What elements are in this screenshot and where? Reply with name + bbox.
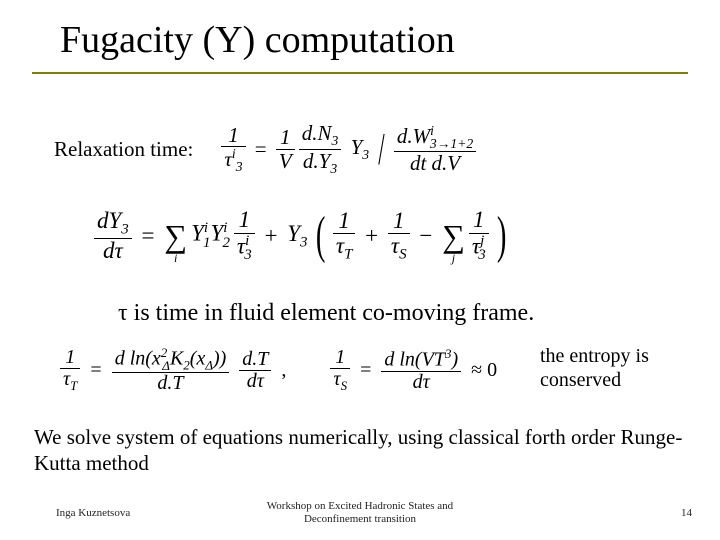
footer-author: Inga Kuznetsova (56, 507, 130, 519)
equation-relaxation-time: 1 τi3 = 1 V d.N3 d.Y3 Y3 / d.Wi3→1+2 dt … (221, 122, 476, 176)
solve-method-text: We solve system of equations numerically… (34, 424, 686, 477)
slide-title: Fugacity (Y) computation (0, 0, 720, 62)
equation-tau-ts: 1 τT = d ln(x2ΔK2(xΔ)) d.T d.T dτ , 1 τS… (60, 346, 497, 394)
footer-page-number: 14 (681, 507, 692, 519)
entropy-note: the entropy is conserved (540, 344, 649, 392)
equation-dydtau: dY3 dτ = ∑i Yi1Yi2 1 τi3 + Y3 ( 1 τT + 1… (94, 208, 510, 264)
title-underline (32, 72, 688, 74)
relaxation-row: Relaxation time: 1 τi3 = 1 V d.N3 d.Y3 Y… (54, 122, 476, 176)
slide: Fugacity (Y) computation Relaxation time… (0, 0, 720, 540)
footer: Inga Kuznetsova Workshop on Excited Hadr… (0, 500, 720, 526)
tau-definition-text: τ is time in fluid element co-moving fra… (118, 300, 534, 327)
relaxation-label: Relaxation time: (54, 137, 193, 162)
